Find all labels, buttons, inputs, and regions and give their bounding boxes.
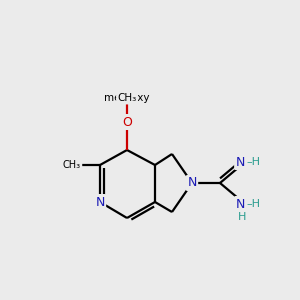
Text: methoxy: methoxy — [104, 93, 150, 103]
Text: CH₃: CH₃ — [63, 160, 81, 170]
Text: N: N — [95, 196, 105, 208]
Text: O: O — [122, 116, 132, 128]
Text: –H: –H — [246, 157, 260, 167]
Text: CH₃: CH₃ — [117, 93, 136, 103]
Text: H: H — [238, 212, 246, 222]
Text: –H: –H — [246, 199, 260, 209]
Text: N: N — [236, 155, 245, 169]
Text: N: N — [187, 176, 197, 190]
Text: N: N — [236, 197, 245, 211]
